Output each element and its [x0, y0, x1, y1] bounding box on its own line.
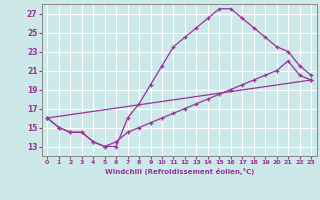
- X-axis label: Windchill (Refroidissement éolien,°C): Windchill (Refroidissement éolien,°C): [105, 168, 254, 175]
